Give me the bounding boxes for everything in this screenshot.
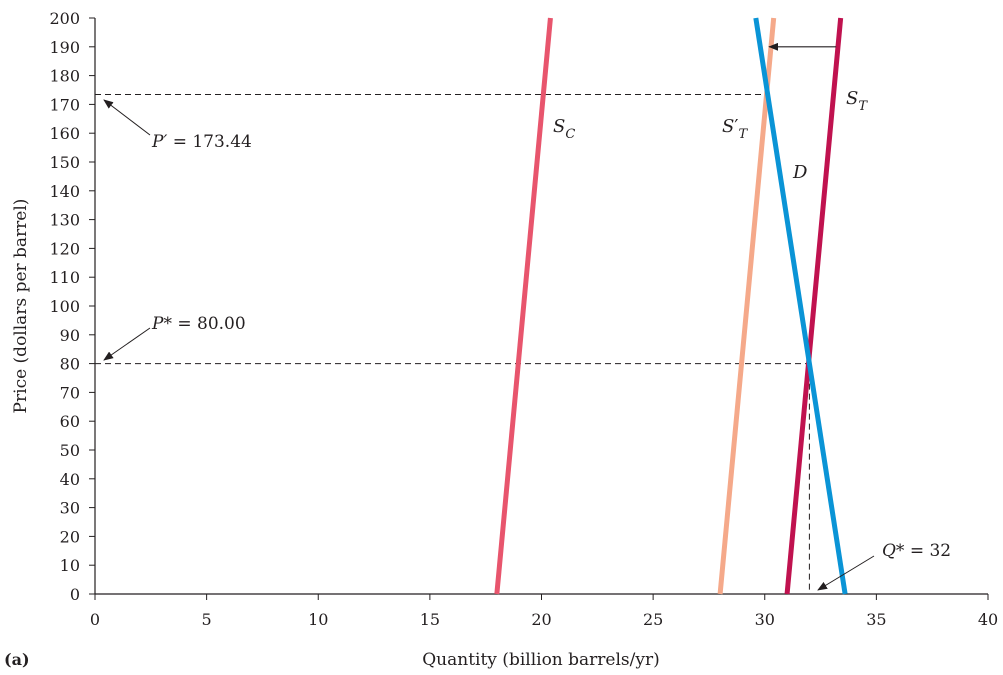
guide-lines: [95, 93, 810, 594]
curve-label: ST: [846, 88, 868, 114]
y-tick-label: 100: [49, 297, 80, 316]
curves: [494, 17, 848, 595]
x-tick-label: 35: [866, 610, 886, 629]
x-tick-label: 10: [308, 610, 328, 629]
y-tick-label: 10: [60, 556, 80, 575]
y-tick-label: 60: [60, 412, 80, 431]
x-tick-label: 20: [531, 610, 551, 629]
x-tick-label: 30: [755, 610, 775, 629]
y-tick-label: 80: [60, 355, 80, 374]
curve-d: [753, 17, 848, 595]
y-tick-label: 130: [49, 211, 80, 230]
curve-label: SC: [553, 116, 575, 142]
p-prime-pointer-arrow: [103, 99, 151, 136]
p-star-pointer-arrow: [103, 327, 151, 361]
x-tick-label: 0: [90, 610, 100, 629]
y-tick-label: 0: [70, 585, 80, 604]
x-tick-label: 25: [643, 610, 663, 629]
curve-label: S′T: [722, 116, 748, 142]
y-tick-label: 90: [60, 326, 80, 345]
x-tick-label: 5: [202, 610, 212, 629]
y-tick-label: 140: [49, 182, 80, 201]
y-tick-label: 20: [60, 527, 80, 546]
y-tick-label: 70: [60, 383, 80, 402]
y-tick-label: 150: [49, 153, 80, 172]
p-star-label: P* = 80.00: [151, 314, 246, 334]
y-tick-label: 160: [49, 124, 80, 143]
y-tick-label: 170: [49, 95, 80, 114]
y-axis-title: Price (dollars per barrel): [11, 199, 31, 414]
p-prime-label: P′ = 173.44: [151, 132, 252, 152]
x-axis-title: Quantity (billion barrels/yr): [422, 650, 660, 670]
curve-s_t: [784, 17, 844, 595]
y-tick-label: 200: [49, 9, 80, 28]
y-tick-label: 50: [60, 441, 80, 460]
y-tick-label: 120: [49, 239, 80, 258]
x-tick-label: 40: [978, 610, 998, 629]
curve-s_c: [494, 17, 553, 595]
y-tick-label: 190: [49, 38, 80, 57]
y-tick-label: 40: [60, 470, 80, 489]
curve-label: D: [792, 162, 808, 183]
y-tick-label: 110: [49, 268, 80, 287]
axis-ticks: 0 5 10 15 20 25 30 35 40 0 10 20 30 40 50 60 70 80 90 100 11…: [49, 9, 998, 629]
curve-sprime-_t: [717, 17, 777, 595]
y-tick-label: 180: [49, 67, 80, 86]
curve-labels: SC S′T ST D: [553, 88, 868, 183]
q-star-pointer-arrow: [817, 555, 875, 591]
y-tick-label: 30: [60, 499, 80, 518]
panel-label: (a): [4, 650, 30, 669]
x-tick-label: 15: [420, 610, 440, 629]
q-star-label: Q* = 32: [882, 541, 951, 561]
